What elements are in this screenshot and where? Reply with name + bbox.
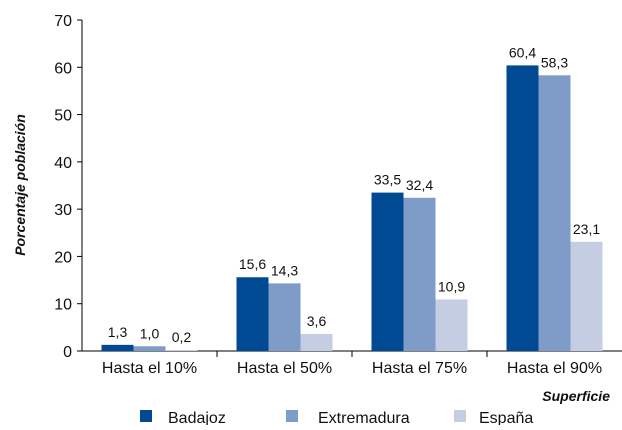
bar-españa (435, 299, 468, 351)
bar-españa (300, 333, 333, 351)
bar-extremadura (133, 346, 166, 351)
data-label: 58,3 (541, 54, 568, 70)
legend-swatch-extremadura (286, 410, 298, 422)
y-tick-label: 40 (54, 155, 72, 172)
data-label: 10,9 (438, 278, 465, 294)
bar-españa (570, 241, 603, 351)
legend-label: Badajoz (168, 410, 226, 425)
y-tick-label: 10 (54, 297, 72, 314)
bar-españa (165, 350, 198, 351)
bar-badajoz (236, 277, 269, 351)
y-tick-label: 50 (54, 108, 72, 125)
legend-label: Extremadura (318, 410, 410, 425)
x-tick-label: Hasta el 10% (102, 360, 197, 377)
data-label: 32,4 (406, 177, 433, 193)
data-label: 1,3 (108, 324, 128, 340)
bar-extremadura (403, 197, 436, 351)
data-label: 23,1 (573, 221, 600, 237)
x-tick-label: Hasta el 75% (372, 360, 467, 377)
data-label: 0,2 (172, 329, 192, 345)
x-tick-label: Hasta el 90% (507, 360, 602, 377)
bar-badajoz (101, 344, 134, 351)
legend-swatch-badajoz (140, 410, 152, 422)
y-tick-label: 20 (54, 249, 72, 266)
y-tick-label: 70 (54, 13, 72, 30)
data-label: 3,6 (307, 313, 327, 329)
y-tick-label: 30 (54, 202, 72, 219)
bar-extremadura (268, 283, 301, 351)
bar-badajoz (506, 65, 539, 351)
legend-swatch-españa (454, 410, 466, 422)
legend-label: España (479, 410, 533, 425)
x-tick-label: Hasta el 50% (237, 360, 332, 377)
data-label: 60,4 (509, 44, 536, 60)
y-axis-title: Porcentaje población (12, 114, 28, 256)
bar-badajoz (371, 192, 404, 351)
x-axis-title: Superficie (542, 388, 610, 404)
bar-extremadura (538, 75, 571, 352)
data-label: 14,3 (271, 262, 298, 278)
y-tick-label: 60 (54, 60, 72, 77)
data-label: 33,5 (374, 172, 401, 188)
y-tick-label: 0 (63, 344, 72, 361)
data-label: 1,0 (140, 325, 160, 341)
data-label: 15,6 (239, 256, 266, 272)
